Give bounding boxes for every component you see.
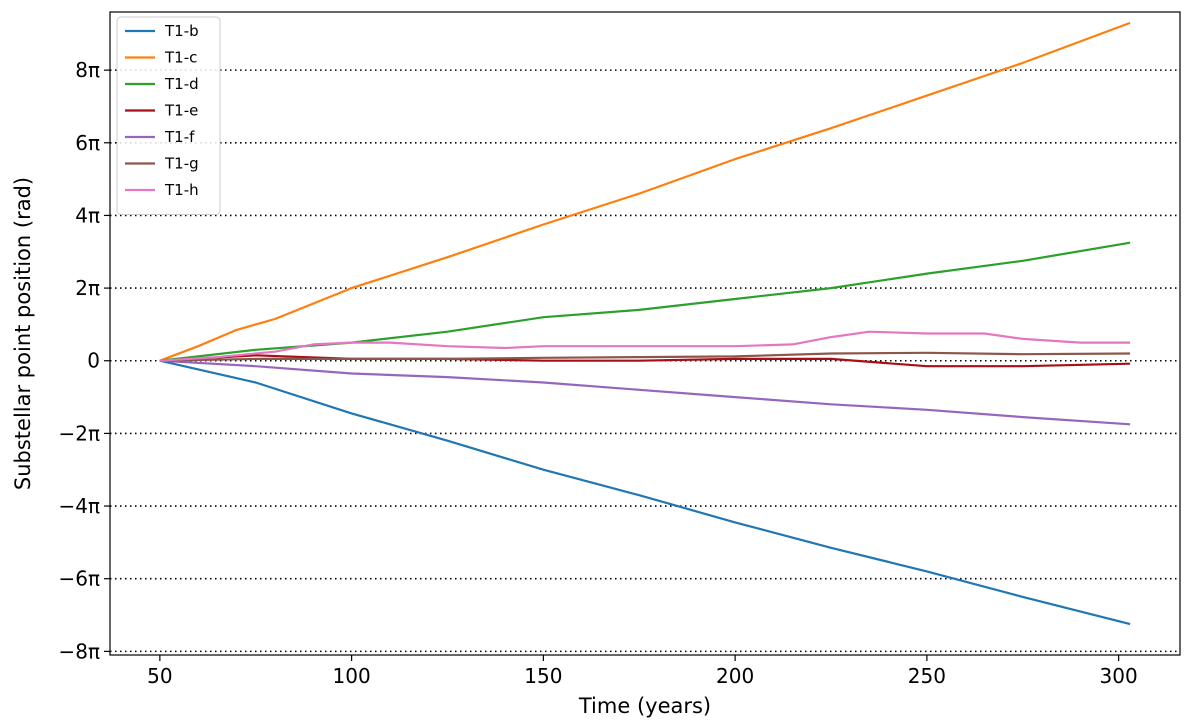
x-tick-label: 300 bbox=[1100, 664, 1138, 688]
series-line-t1-f bbox=[159, 359, 1131, 426]
legend-label: T1-f bbox=[164, 128, 195, 146]
y-axis-ticks: −8π −6π −4π −2π 0 2π 4π 6π 8π bbox=[58, 58, 110, 663]
x-tick-label: 50 bbox=[147, 664, 172, 688]
x-tick-label: 150 bbox=[524, 664, 562, 688]
series-line-t1-h bbox=[159, 330, 1131, 362]
legend: T1-b T1-c T1-d T1-e T1-f T1-g T1-h bbox=[116, 16, 221, 215]
series-line-t1-e bbox=[159, 354, 1131, 368]
y-tick-label: −2π bbox=[58, 421, 100, 445]
series-line-t1-d bbox=[159, 241, 1131, 362]
legend-label: T1-h bbox=[164, 181, 199, 199]
series-lines bbox=[159, 21, 1131, 626]
x-tick-label: 200 bbox=[716, 664, 754, 688]
x-axis-ticks: 50 100 150 200 250 300 bbox=[147, 655, 1138, 688]
x-axis-label: Time (years) bbox=[578, 694, 711, 718]
y-tick-label: 8π bbox=[75, 58, 100, 82]
legend-label: T1-b bbox=[164, 22, 199, 40]
legend-box bbox=[116, 16, 221, 215]
x-tick-label: 100 bbox=[333, 664, 371, 688]
legend-label: T1-e bbox=[164, 102, 198, 120]
y-tick-label: −6π bbox=[58, 567, 100, 591]
x-tick-label: 250 bbox=[908, 664, 946, 688]
series-line-t1-b bbox=[159, 359, 1131, 626]
y-tick-label: −8π bbox=[58, 639, 100, 663]
y-tick-label: 6π bbox=[75, 131, 100, 155]
legend-label: T1-d bbox=[164, 75, 199, 93]
y-tick-label: 2π bbox=[75, 276, 100, 300]
plot-frame bbox=[109, 11, 1181, 656]
legend-label: T1-c bbox=[164, 49, 197, 67]
series-line-t1-g bbox=[159, 351, 1131, 362]
legend-label: T1-g bbox=[164, 155, 199, 173]
y-tick-label: 4π bbox=[75, 203, 100, 227]
y-tick-label: −4π bbox=[58, 494, 100, 518]
y-axis-label: Substellar point position (rad) bbox=[11, 177, 35, 490]
y-tick-label: 0 bbox=[87, 349, 100, 373]
series-line-t1-c bbox=[159, 21, 1131, 362]
